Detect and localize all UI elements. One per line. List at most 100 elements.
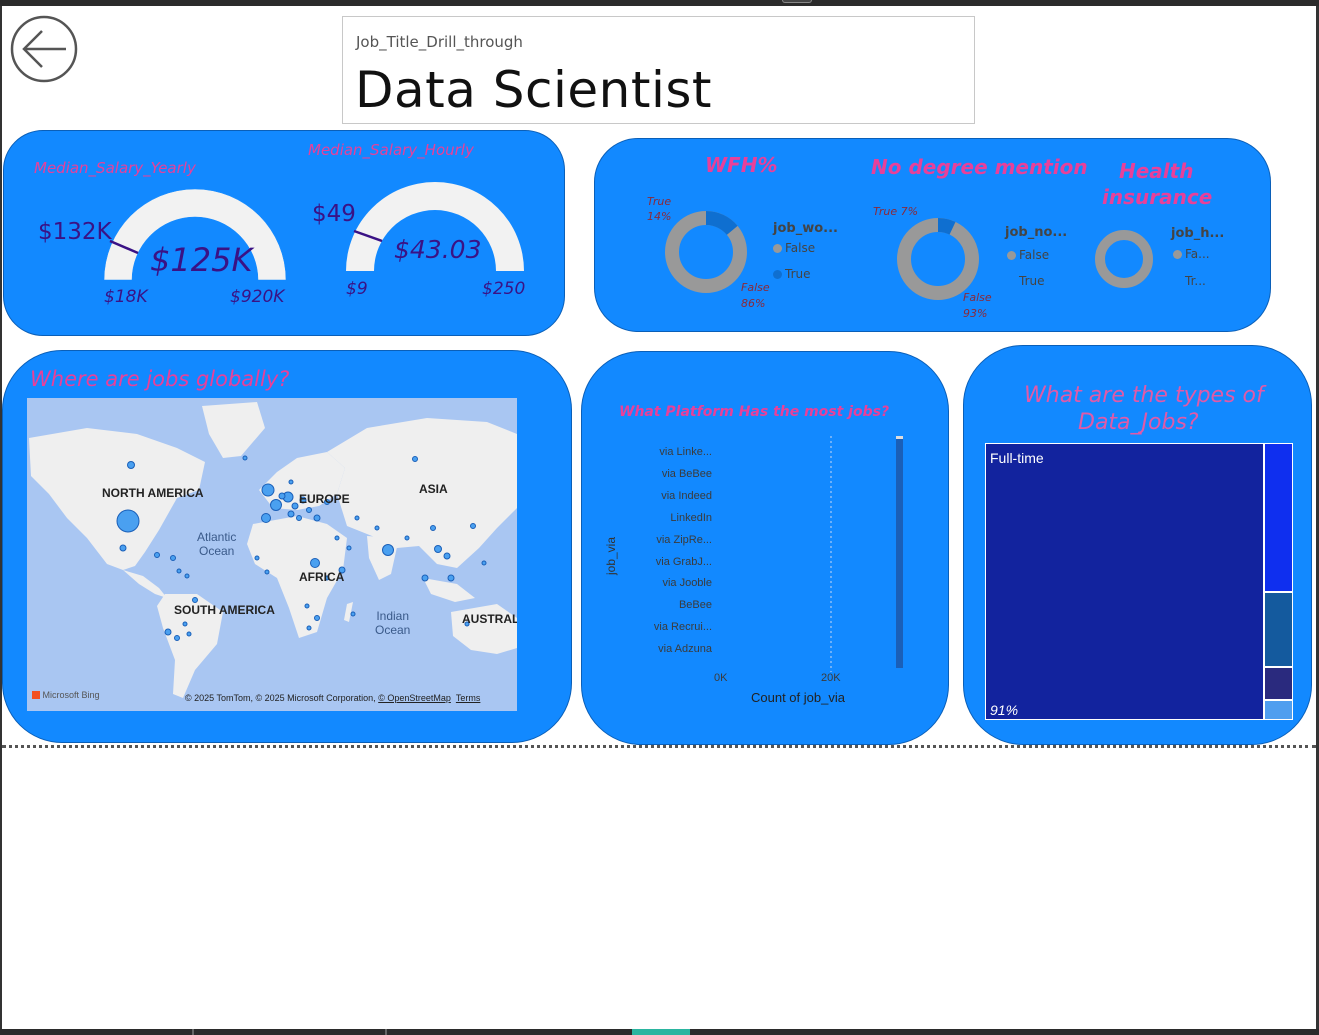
drill-through-caption: Job_Title_Drill_through — [356, 33, 523, 51]
category-label: via Recrui... — [653, 621, 712, 634]
frame-left-edge — [0, 6, 2, 1029]
wfh-legend-true-label: True — [785, 267, 811, 281]
x-tick-20k: 20K — [821, 672, 841, 684]
legend-dot-false — [773, 244, 782, 253]
degree-legend-true[interactable]: True — [1019, 274, 1045, 288]
atlantic-ocean-label: Atlantic Ocean — [197, 530, 237, 558]
platform-bar-chart — [830, 436, 903, 672]
treemap-tile-4[interactable] — [1264, 667, 1293, 700]
yearly-value-label: $125K — [150, 241, 253, 279]
window-top-bar — [0, 0, 1319, 6]
back-arrow-icon[interactable] — [9, 14, 79, 84]
page-boundary-line — [2, 745, 1316, 748]
category-label: via Indeed — [661, 489, 712, 502]
map-label-australia: AUSTRALI — [462, 612, 517, 626]
hourly-target-label: $49 — [312, 201, 356, 227]
wfh-false-label: False — [741, 281, 770, 294]
map-label-africa: AFRICA — [299, 570, 345, 584]
degree-legend-false[interactable]: False — [1007, 248, 1049, 262]
treemap-tile-5[interactable] — [1264, 700, 1293, 720]
health-donut — [1095, 230, 1153, 288]
legend-dot-false — [1007, 251, 1016, 260]
map-label-south-america: SOUTH AMERICA — [174, 603, 275, 617]
map-label-asia: ASIA — [419, 482, 448, 496]
osm-link[interactable]: © OpenStreetMap — [378, 693, 451, 703]
drill-through-card: Job_Title_Drill_through Data Scientist — [342, 16, 975, 124]
health-title-line2: insurance — [1102, 185, 1213, 209]
map-title: Where are jobs globally? — [30, 367, 290, 391]
hourly-value-label: $43.03 — [394, 235, 482, 264]
health-legend-false[interactable]: Fa... — [1173, 247, 1210, 261]
indian-ocean-label: Indian Ocean — [375, 609, 411, 637]
treemap-full-time-label: Full-time — [990, 450, 1044, 466]
map-label-europe: EUROPE — [299, 492, 350, 506]
category-label: BeBee — [678, 599, 712, 612]
degree-legend-title: job_no... — [1005, 225, 1068, 240]
scrollbar-track[interactable] — [896, 436, 903, 668]
job-types-title-line2: Data_Jobs? — [1078, 410, 1199, 435]
degree-true-label: True 7% — [873, 205, 919, 218]
job-title-value: Data Scientist — [355, 61, 712, 119]
x-tick-0k: 0K — [714, 672, 728, 684]
platform-panel: What Platform Has the most jobs? via Lin… — [581, 351, 949, 745]
job-types-title-line1: What are the types of — [1024, 383, 1264, 408]
wfh-legend-false-label: False — [785, 241, 816, 255]
x-axis-title: Count of job_via — [751, 690, 845, 705]
category-label: via ZipRe... — [656, 533, 712, 546]
wfh-legend-title: job_wo... — [773, 221, 838, 236]
hourly-salary-title: Median_Salary_Hourly — [308, 141, 474, 159]
wfh-true-pct: 14% — [647, 210, 672, 223]
yearly-min-label: $18K — [104, 287, 148, 307]
legend-dot-false — [1173, 250, 1182, 259]
health-title-line1: Health — [1119, 159, 1194, 183]
yearly-max-label: $920K — [230, 287, 285, 307]
yearly-salary-gauge — [103, 188, 287, 281]
health-legend-true[interactable]: Tr... — [1185, 274, 1206, 288]
world-map[interactable]: NORTH AMERICA EUROPE ASIA AFRICA SOUTH A… — [27, 398, 517, 711]
job-location-dots — [116, 455, 487, 641]
health-legend-false-label: Fa... — [1185, 247, 1210, 261]
category-label: via BeBee — [661, 467, 712, 480]
frame-right-edge — [1316, 6, 1319, 1029]
wfh-false-pct: 86% — [741, 297, 766, 310]
treemap-full-time-pct: 91% — [990, 702, 1019, 718]
map-land — [29, 402, 517, 698]
hourly-max-label: $250 — [482, 279, 526, 299]
wfh-title: WFH% — [705, 153, 778, 177]
treemap-tile-3[interactable] — [1264, 592, 1293, 667]
salary-panel: Median_Salary_Yearly Median_Salary_Hourl… — [3, 130, 565, 336]
bing-logo: Microsoft Bing — [32, 690, 100, 700]
map-copyright: © 2025 TomTom, © 2025 Microsoft Corporat… — [185, 693, 481, 703]
legend-dot-true — [773, 270, 782, 279]
yearly-salary-title: Median_Salary_Yearly — [34, 159, 196, 177]
category-label: via Adzuna — [658, 643, 712, 656]
wfh-true-label: True — [647, 195, 672, 208]
scrollbar-thumb[interactable] — [896, 436, 903, 439]
category-label: via GrabJ... — [655, 555, 712, 568]
degree-title: No degree mention — [871, 155, 1088, 179]
category-label: LinkedIn — [670, 511, 712, 524]
degree-false-pct: 93% — [963, 307, 988, 320]
window-notch — [782, 0, 812, 3]
degree-legend-false-label: False — [1019, 248, 1050, 262]
window-bottom-bar — [0, 1029, 1319, 1035]
wfh-donut — [665, 211, 747, 293]
health-legend-title: job_h... — [1171, 226, 1225, 241]
map-label-north-america: NORTH AMERICA — [102, 486, 204, 500]
wfh-legend-true[interactable]: True — [773, 267, 811, 281]
hourly-min-label: $9 — [346, 279, 368, 299]
hourly-salary-gauge — [346, 182, 524, 271]
terms-link[interactable]: Terms — [455, 693, 481, 703]
treemap-tile-2[interactable] — [1264, 443, 1293, 592]
treemap-full-time[interactable]: Full-time 91% — [985, 443, 1264, 720]
category-label: via Linke... — [659, 446, 712, 458]
benefits-panel: WFH% No degree mention Health insurance … — [594, 138, 1271, 332]
yearly-target-label: $132K — [38, 219, 112, 245]
degree-donut — [897, 218, 979, 300]
wfh-legend-false[interactable]: False — [773, 241, 815, 255]
category-label: via Jooble — [662, 577, 712, 590]
platform-title: What Platform Has the most jobs? — [619, 404, 890, 420]
y-axis-title: job_via — [604, 536, 618, 575]
active-tab-indicator — [632, 1029, 690, 1035]
degree-false-label: False — [963, 291, 992, 304]
